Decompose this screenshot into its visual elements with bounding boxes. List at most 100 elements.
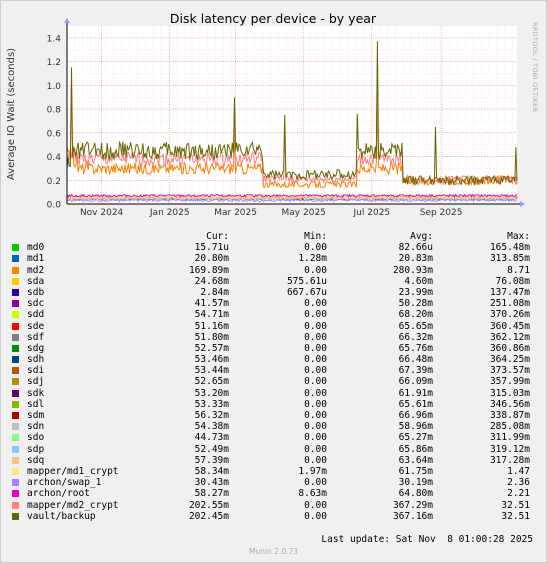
legend-swatch [12,445,19,453]
legend-cur: 24.68m [194,275,229,287]
legend-avg: 65.27m [398,432,433,444]
legend-row: sdd 54.71m 0.00 68.20m 370.26m [8,309,538,320]
legend-min: 0.00 [304,477,327,489]
legend-series-name: sdj [27,376,45,388]
legend-series-name: vault/backup [27,510,96,522]
legend-max: 315.03m [489,387,530,399]
legend-series-name: md0 [27,242,45,254]
legend-swatch [12,423,19,431]
legend-row: sdp 52.49m 0.00 65.86m 319.12m [8,444,538,455]
legend-max: 360.86m [489,342,530,354]
x-tick-label: Jul 2025 [353,208,391,218]
legend-avg: 50.28m [398,298,433,310]
chart: Disk latency per device - by year Averag… [6,11,525,218]
legend-row: sdk 53.20m 0.00 61.91m 315.03m [8,388,538,399]
legend-swatch [12,255,19,263]
legend-swatch [12,434,19,442]
legend-series-name: sde [27,320,45,332]
legend-avg: 23.99m [398,286,433,298]
legend-max: 362.12m [489,331,530,343]
legend-avg: 61.91m [398,387,433,399]
legend-avg: 65.86m [398,443,433,455]
legend-min: 0.00 [304,365,327,377]
legend-cur: 15.71u [194,242,229,254]
legend-swatch [12,367,19,375]
legend-series-name: archon/swap_1 [27,477,102,489]
legend-avg: 66.09m [398,376,433,388]
y-tick-label: 0.2 [47,177,61,187]
legend-swatch [12,356,19,364]
legend-avg: 30.19m [398,477,433,489]
legend-cur: 41.57m [194,298,229,310]
series-line-mapper-md1-crypt [66,194,518,199]
legend-series-name: sdg [27,342,45,354]
legend-max: 317.28m [489,454,530,466]
legend-series-name: sdc [27,298,45,310]
x-tick-label: Nov 2024 [80,208,124,218]
legend-min: 0.00 [304,242,327,254]
legend-max: 313.85m [489,253,530,265]
legend-row: sdm 56.32m 0.00 66.96m 338.87m [8,410,538,421]
legend-avg: 66.48m [398,354,433,366]
legend-max: 360.45m [489,320,530,332]
legend-swatch [12,311,19,319]
legend-max: 319.12m [489,443,530,455]
legend-cur: 51.80m [194,331,229,343]
legend-max: 1.47 [507,465,530,477]
legend-cur: 202.55m [188,499,229,511]
legend-series-name: mapper/md1_crypt [27,465,119,477]
legend-series-name: sdq [27,454,45,466]
legend-min: 575.61u [286,275,327,287]
header-cur: Cur: [206,231,229,242]
legend-max: 137.47m [489,286,530,298]
y-tick-label: 1.4 [47,34,62,44]
legend-avg: 63.64m [398,454,433,466]
legend-series-name: sdi [27,365,45,377]
legend-avg: 82.66u [398,242,433,254]
legend-min: 667.67u [286,286,327,298]
legend-row: md2 169.89m 0.00 280.93m 8.71 [8,265,538,276]
legend-avg: 61.75m [398,465,433,477]
chart-title: Disk latency per device - by year [170,11,377,26]
legend-min: 0.00 [304,331,327,343]
legend-cur: 54.38m [194,421,229,433]
legend-header: Cur: Min: Avg: Max: [8,231,538,242]
legend-min: 8.63m [298,488,327,500]
legend-avg: 65.76m [398,342,433,354]
legend-row: sdg 52.57m 0.00 65.76m 360.86m [8,343,538,354]
series-line-archon-root [66,193,518,198]
legend-max: 251.08m [489,298,530,310]
legend-min: 0.00 [304,354,327,366]
legend-avg: 280.93m [392,264,433,276]
y-tick-label: 0.8 [47,106,62,116]
legend-avg: 65.61m [398,398,433,410]
legend-min: 0.00 [304,264,327,276]
legend-max: 338.87m [489,410,530,421]
y-tick-label: 1.2 [47,58,61,68]
legend-cur: 20.80m [194,253,229,265]
legend-min: 0.00 [304,376,327,388]
legend-avg: 66.96m [398,410,433,421]
series-line-archon-swap-1 [66,198,518,203]
legend-min: 0.00 [304,421,327,433]
legend-avg: 67.39m [398,365,433,377]
legend-swatch [12,490,19,498]
legend-min: 1.28m [298,253,327,265]
legend-series-name: sdm [27,410,45,421]
legend-min: 0.00 [304,499,327,511]
legend-cur: 202.45m [188,510,229,522]
legend-row: sdh 53.46m 0.00 66.48m 364.25m [8,354,538,365]
legend-series-name: md1 [27,253,45,265]
legend-row: archon/root 58.27m 8.63m 64.80m 2.21 [8,488,538,499]
legend-cur: 53.44m [194,365,229,377]
legend-row: sde 51.16m 0.00 65.65m 360.45m [8,321,538,332]
legend-cur: 30.43m [194,477,229,489]
legend-avg: 68.20m [398,309,433,321]
legend-avg: 65.65m [398,320,433,332]
legend-series-name: sdl [27,398,45,410]
legend-max: 370.26m [489,309,530,321]
legend-row: md0 15.71u 0.00 82.66u 165.48m [8,242,538,253]
legend-swatch [12,501,19,509]
legend-table: Cur: Min: Avg: Max: md0 15.71u 0.00 82.66u 1… [8,231,538,522]
legend-cur: 58.27m [194,488,229,500]
